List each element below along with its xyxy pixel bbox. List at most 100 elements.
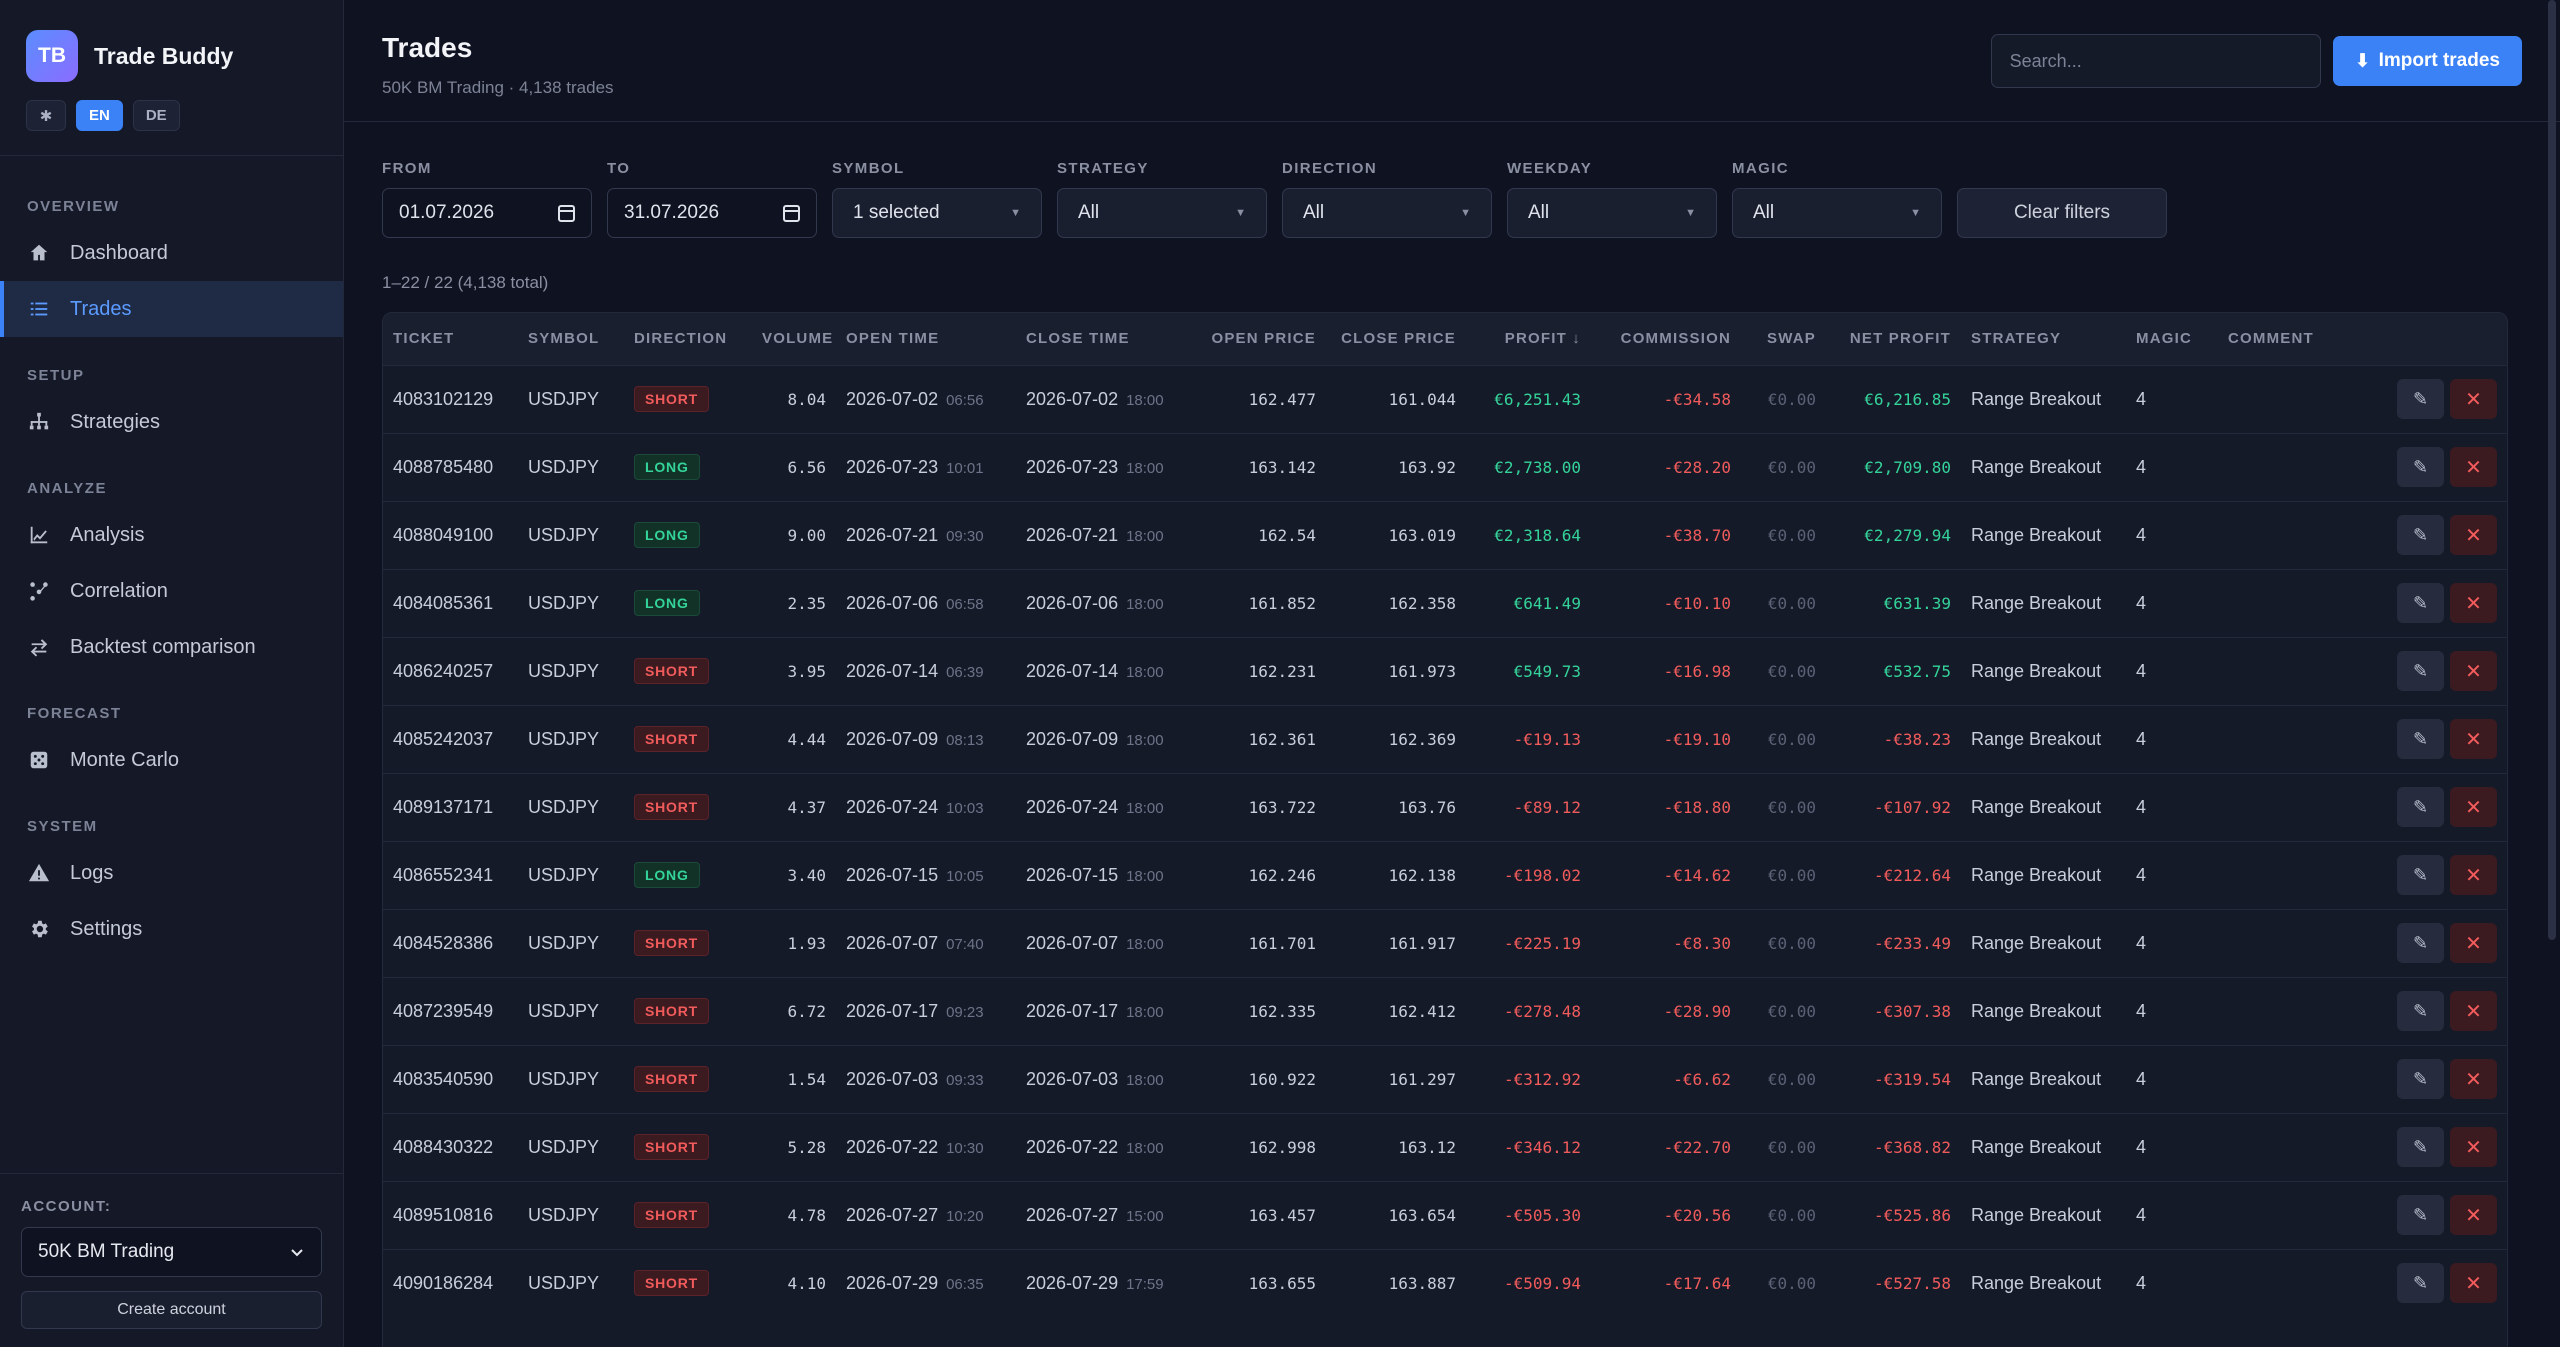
calendar-icon[interactable] [558,204,575,222]
edit-icon[interactable]: ✎ [2397,1195,2444,1235]
edit-icon[interactable]: ✎ [2397,583,2444,623]
app-logo: TB [26,30,78,82]
delete-icon[interactable]: ✕ [2450,1059,2497,1099]
edit-icon[interactable]: ✎ [2397,991,2444,1031]
edit-icon[interactable]: ✎ [2397,651,2444,691]
calendar-icon[interactable] [783,204,800,222]
edit-icon[interactable]: ✎ [2397,923,2444,963]
column-header-volume[interactable]: VOLUME [762,330,834,348]
edit-icon[interactable]: ✎ [2397,515,2444,555]
weekday-select[interactable]: All ▼ [1507,188,1717,238]
sidebar-item-settings[interactable]: Settings [0,901,343,957]
open-time-cell: 2026-07-06 06:58 [836,568,1016,637]
delete-icon[interactable]: ✕ [2450,719,2497,759]
column-header-close-time[interactable]: CLOSE TIME [1026,330,1130,348]
edit-icon[interactable]: ✎ [2397,447,2444,487]
sidebar-item-trades[interactable]: Trades [0,281,343,337]
delete-icon[interactable]: ✕ [2450,1127,2497,1167]
edit-icon[interactable]: ✎ [2397,1263,2444,1304]
sidebar-item-logs[interactable]: Logs [0,845,343,901]
sidebar-item-correlation[interactable]: Correlation [0,563,343,619]
dice-icon [27,748,51,772]
create-account-button[interactable]: Create account [21,1291,322,1329]
delete-icon[interactable]: ✕ [2450,1195,2497,1235]
column-header-swap[interactable]: SWAP [1767,330,1816,348]
column-header-profit[interactable]: PROFIT ↓ [1504,330,1581,348]
delete-icon[interactable]: ✕ [2450,787,2497,827]
direction-select[interactable]: All ▼ [1282,188,1492,238]
sidebar-item-dashboard[interactable]: Dashboard [0,225,343,281]
account-select[interactable]: 50K BM Trading [21,1227,322,1277]
table-row[interactable]: 4088049100 USDJPY LONG 9.00 2026-07-21 09:30 2… [383,500,2507,569]
column-header-ticket[interactable]: TICKET [393,330,455,348]
table-row[interactable]: 4088430322 USDJPY SHORT 5.28 2026-07-22 10:30… [383,1112,2507,1181]
table-row[interactable]: 4087239549 USDJPY SHORT 6.72 2026-07-17 09:23… [383,976,2507,1045]
delete-icon[interactable]: ✕ [2450,447,2497,487]
open-date: 2026-07-14 [846,660,939,681]
theme-toggle-button[interactable]: ✱ [26,100,66,131]
search-input[interactable]: Search... [1990,34,2321,88]
edit-icon[interactable]: ✎ [2397,379,2444,419]
clear-filters-button[interactable]: Clear filters [1957,188,2167,238]
filter-strategy-label: STRATEGY [1057,160,1149,177]
edit-icon[interactable]: ✎ [2397,855,2444,895]
column-header-strategy[interactable]: STRATEGY [1971,330,2062,348]
open-price-cell: 163.457 [1196,1180,1326,1249]
table-row[interactable]: 4083540590 USDJPY SHORT 1.54 2026-07-03 09:33… [383,1044,2507,1113]
column-header-commission[interactable]: COMMISSION [1620,330,1731,348]
table-row[interactable]: 4086552341 USDJPY LONG 3.40 2026-07-15 10:05 2… [383,840,2507,909]
sidebar-item-strategies[interactable]: Strategies [0,394,343,450]
delete-icon[interactable]: ✕ [2450,923,2497,963]
actions-cell: ✎ ✕ [2334,636,2507,705]
edit-icon[interactable]: ✎ [2397,1127,2444,1167]
table-row[interactable]: 4090186284 USDJPY SHORT 4.10 2026-07-29 06:35… [383,1248,2507,1317]
table-row[interactable]: 4088785480 USDJPY LONG 6.56 2026-07-23 10:01 2… [383,432,2507,501]
delete-icon[interactable]: ✕ [2450,515,2497,555]
strategy-cell: Range Breakout [1961,432,2126,501]
table-row[interactable]: 4089510816 USDJPY SHORT 4.78 2026-07-27 10:20… [383,1180,2507,1249]
commission-cell: -€14.62 [1591,840,1741,909]
column-header-comment[interactable]: COMMENT [2228,330,2314,348]
sidebar-nav: OVERVIEW Dashboard Trades SETUP Strategies AN… [0,156,343,957]
column-header-symbol[interactable]: SYMBOL [528,330,600,348]
column-header-open-price[interactable]: OPEN PRICE [1211,330,1316,348]
trades-table-container: TICKET SYMBOL DIRECTION VOLUME OPEN TIME CLOS… [382,312,2508,1347]
table-row[interactable]: 4084528386 USDJPY SHORT 1.93 2026-07-07 07:40… [383,908,2507,977]
import-trades-button[interactable]: ⬇ Import trades [2332,36,2522,86]
delete-icon[interactable]: ✕ [2450,991,2497,1031]
table-row[interactable]: 4084085361 USDJPY LONG 2.35 2026-07-06 06:58 2… [383,568,2507,637]
table-row[interactable]: 4085242037 USDJPY SHORT 4.44 2026-07-09 08:13… [383,704,2507,773]
app-name: Trade Buddy [94,42,234,69]
column-header-close-price[interactable]: CLOSE PRICE [1341,330,1456,348]
lang-en-button[interactable]: EN [76,100,123,131]
table-row[interactable]: 4086240257 USDJPY SHORT 3.95 2026-07-14 06:39… [383,636,2507,705]
sidebar-item-backtest-comparison[interactable]: Backtest comparison [0,619,343,675]
delete-icon[interactable]: ✕ [2450,379,2497,419]
column-header-net-profit[interactable]: NET PROFIT [1849,330,1951,348]
edit-icon[interactable]: ✎ [2397,787,2444,827]
column-header-open-time[interactable]: OPEN TIME [846,330,940,348]
strategy-select[interactable]: All ▼ [1057,188,1267,238]
lang-de-button[interactable]: DE [132,100,180,131]
to-date-input[interactable]: 31.07.2026 [607,188,817,238]
page-scrollbar[interactable] [2548,0,2556,940]
from-date-input[interactable]: 01.07.2026 [382,188,592,238]
symbol-select[interactable]: 1 selected ▼ [832,188,1042,238]
delete-icon[interactable]: ✕ [2450,855,2497,895]
table-row[interactable]: 4089137171 USDJPY SHORT 4.37 2026-07-24 10:03… [383,772,2507,841]
filter-strategy: STRATEGY All ▼ [1057,160,1267,238]
close-clock: 18:00 [1126,867,1164,885]
sidebar-item-analysis[interactable]: Analysis [0,507,343,563]
column-header-direction[interactable]: DIRECTION [634,330,728,348]
table-row[interactable]: 4083102129 USDJPY SHORT 8.04 2026-07-02 06:56… [383,364,2507,433]
delete-icon[interactable]: ✕ [2450,651,2497,691]
row-actions: ✎ ✕ [2344,515,2497,555]
column-header-magic[interactable]: MAGIC [2136,330,2192,348]
magic-select[interactable]: All ▼ [1732,188,1942,238]
edit-icon[interactable]: ✎ [2397,719,2444,759]
sidebar-item-monte-carlo[interactable]: Monte Carlo [0,732,343,788]
delete-icon[interactable]: ✕ [2450,583,2497,623]
edit-icon[interactable]: ✎ [2397,1059,2444,1099]
ticket-cell: 4083540590 [383,1044,518,1113]
delete-icon[interactable]: ✕ [2450,1263,2497,1304]
